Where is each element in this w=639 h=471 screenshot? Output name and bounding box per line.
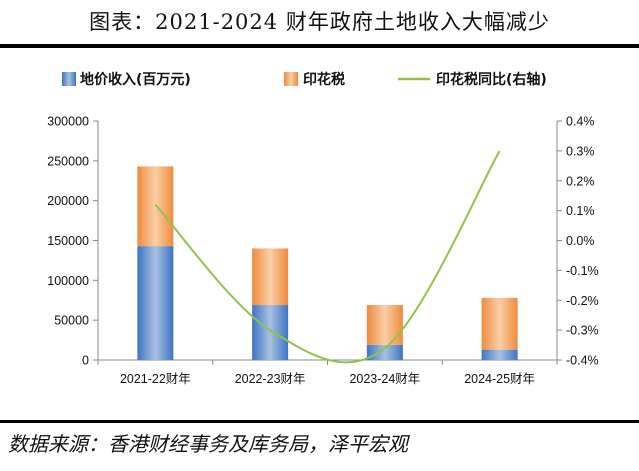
- y-right-tick-label: 0.1%: [566, 204, 595, 218]
- y-left-tick-label: 250000: [47, 154, 89, 168]
- bar-land-revenue: [366, 344, 403, 360]
- legend-swatch-land: [62, 72, 76, 86]
- y-right-tick-label: -0.1%: [566, 264, 599, 278]
- y-right-tick-label: -0.3%: [566, 324, 599, 338]
- y-right-tick-label: -0.2%: [566, 294, 599, 308]
- bars: [137, 166, 518, 360]
- y-right-tick-label: 0.4%: [566, 115, 595, 129]
- series-line-stamp-duty-yoy: [154, 150, 501, 364]
- title-divider: [0, 44, 639, 48]
- y-right-tick-label: 0.2%: [566, 174, 595, 188]
- source-divider: [0, 420, 639, 423]
- y-right-tick-label: 0.3%: [566, 144, 595, 158]
- source-note: 数据来源：香港财经事务及库务局，泽平宏观: [8, 432, 408, 456]
- legend-label-line: 印花税同比(右轴): [436, 71, 547, 88]
- y-right-tick-label: -0.4%: [566, 354, 599, 368]
- x-tick-label: 2023-24财年: [349, 372, 420, 386]
- chart: 地价收入(百万元) 印花税 印花税同比(右轴) 0 50000 100000 150000…: [47, 71, 598, 387]
- y-left-tick-label: 50000: [54, 314, 89, 328]
- y-right-tick-label: 0.0%: [566, 234, 595, 248]
- bar-stamp-duty: [137, 166, 174, 247]
- y-left-tick-label: 100000: [47, 274, 89, 288]
- bar-land-revenue: [252, 305, 289, 360]
- y-left-tick-label: 150000: [47, 234, 89, 248]
- x-tick-label: 2024-25财年: [464, 372, 535, 386]
- y-left-tick-label: 200000: [47, 194, 89, 208]
- bar-stamp-duty: [366, 305, 403, 345]
- axes: 0 50000 100000 150000 200000 250000 300000 -0.4…: [47, 115, 598, 387]
- bar-land-revenue: [481, 349, 518, 360]
- legend-label-stamp: 印花税: [303, 71, 345, 88]
- legend-label-land: 地价收入(百万元): [80, 71, 191, 88]
- bar-stamp-duty: [252, 248, 289, 306]
- x-tick-label: 2022-23财年: [235, 372, 306, 386]
- y-left-tick-label: 0: [82, 354, 89, 368]
- legend: 地价收入(百万元) 印花税 印花税同比(右轴): [62, 71, 547, 88]
- bar-land-revenue: [137, 246, 174, 360]
- ratio-line: [154, 150, 501, 364]
- x-tick-label: 2021-22财年: [120, 372, 191, 386]
- y-left-tick-label: 300000: [47, 115, 89, 129]
- chart-title: 图表：2021-2024 财年政府土地收入大幅减少: [89, 10, 550, 34]
- legend-swatch-stamp: [284, 72, 298, 86]
- bar-stamp-duty: [481, 297, 518, 350]
